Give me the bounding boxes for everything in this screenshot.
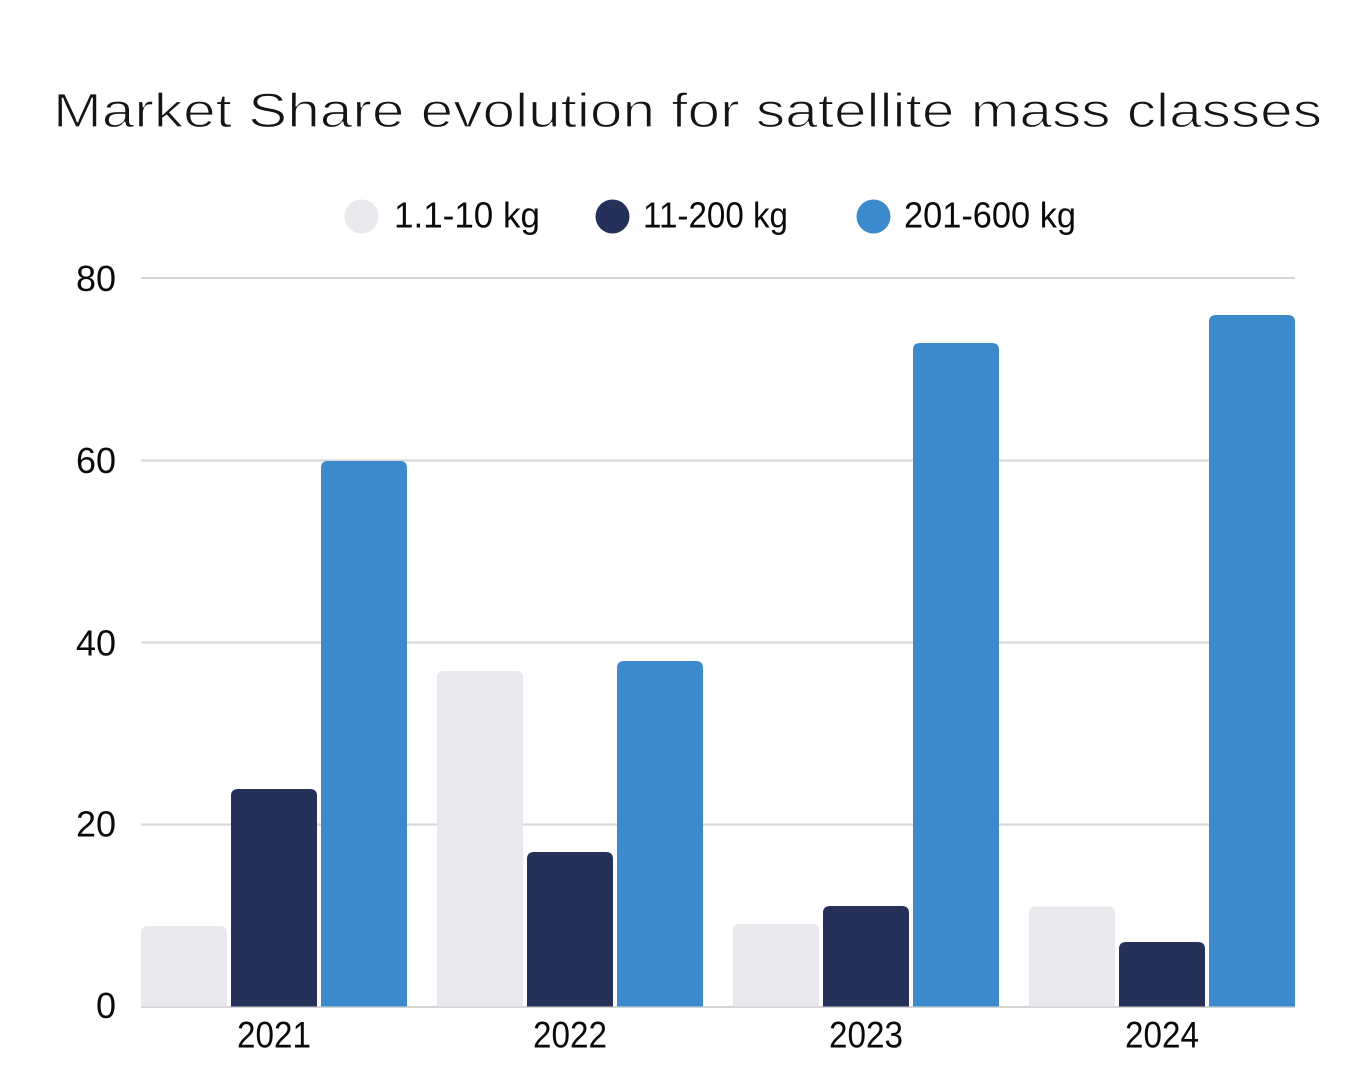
svg-text:1.1-10 kg: 1.1-10 kg: [394, 195, 540, 236]
svg-text:0: 0: [96, 985, 116, 1026]
svg-text:60: 60: [76, 440, 116, 481]
svg-text:2021: 2021: [237, 1014, 311, 1055]
svg-text:80: 80: [76, 258, 116, 299]
svg-text:20: 20: [76, 804, 116, 845]
svg-text:11-200 kg: 11-200 kg: [643, 195, 788, 236]
svg-text:201-600 kg: 201-600 kg: [904, 195, 1076, 236]
svg-text:2022: 2022: [533, 1014, 607, 1055]
svg-text:2024: 2024: [1125, 1014, 1199, 1055]
svg-text:Market Share evolution for sat: Market Share evolution for satellite mas…: [53, 85, 1322, 138]
svg-text:2023: 2023: [829, 1014, 903, 1055]
svg-text:40: 40: [76, 622, 116, 663]
